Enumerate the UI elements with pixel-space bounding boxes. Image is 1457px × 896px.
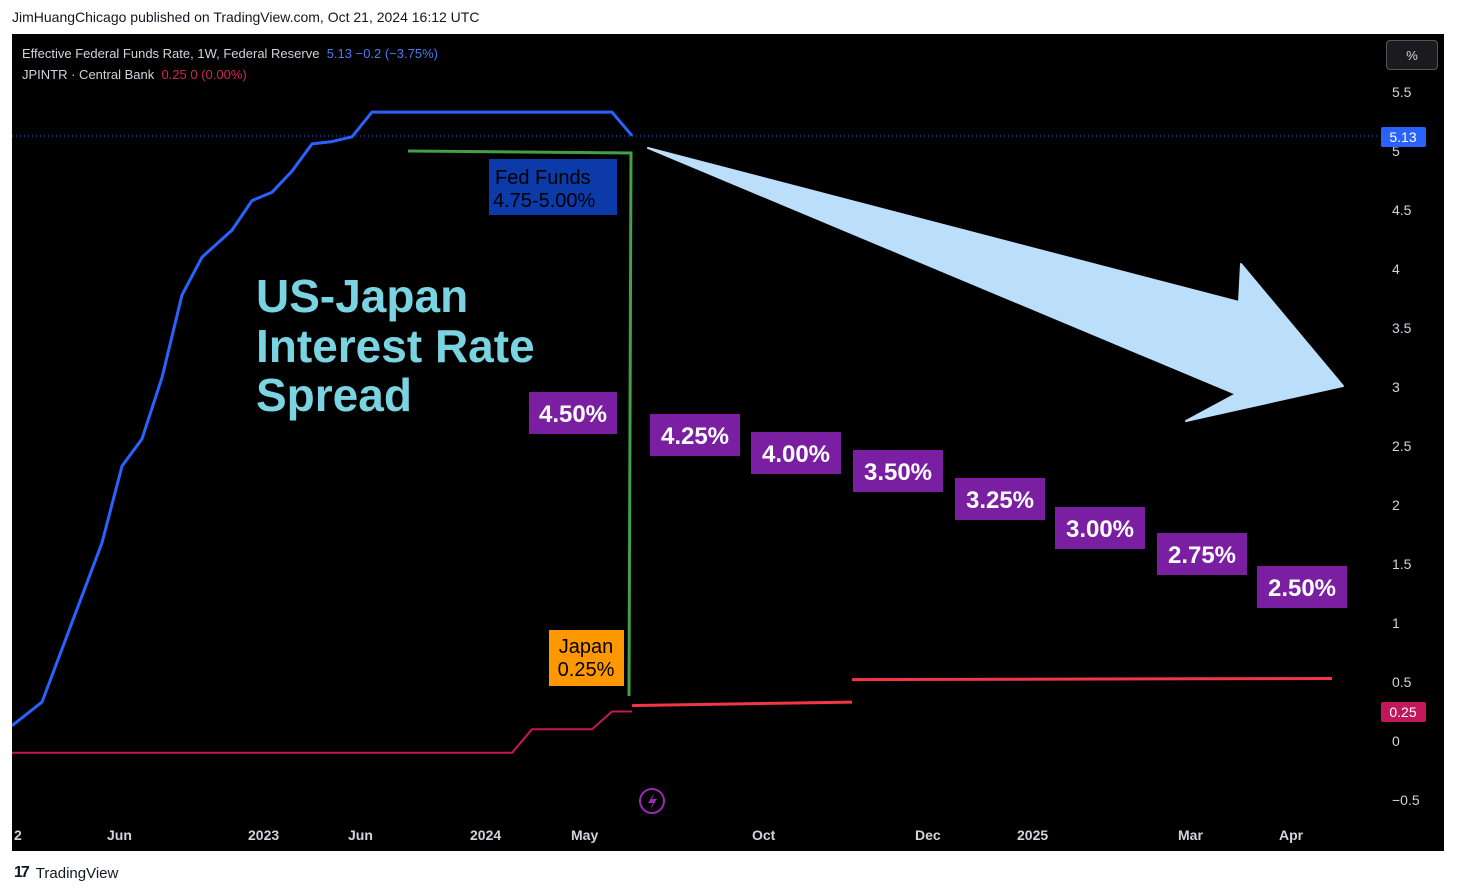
x-tick-label: 2 [14,827,22,843]
legend-fed[interactable]: Effective Federal Funds Rate, 1W, Federa… [22,46,438,61]
y-tick-label: −0.5 [1392,792,1420,808]
spread-label-5-bg [1055,507,1145,549]
y-tick-label: 2.5 [1392,438,1412,454]
spread-label-6-bg [1157,533,1247,575]
spread-label-7: 2.50% [1268,575,1336,602]
spread-bracket [407,149,633,697]
spread-label-1: 4.25% [661,423,729,450]
japan-box: Japan 0.25% [549,630,624,686]
legend-fed-name: Effective Federal Funds Rate, 1W, Federa… [22,46,320,61]
x-tick-label: 2025 [1017,827,1048,843]
y-tick-label: 4 [1392,261,1400,277]
spread-label-main-bg [529,392,617,434]
x-tick-label: Dec [915,827,941,843]
fed-box-line-1: Fed Funds [495,167,591,189]
y-tick-label: 0 [1392,733,1400,749]
title-line-1: US-Japan [256,270,468,322]
fed-price-tag: 5.13 [1381,127,1426,147]
title-line-3: Spread [256,369,412,421]
spread-label-3-bg [853,450,943,492]
spread-label-4: 3.25% [966,487,1034,514]
spread-label-1-bg [650,414,740,456]
tradingview-logo-icon: 17 [14,864,30,881]
lightning-icon[interactable] [639,788,665,814]
spread-label-2: 4.00% [762,441,830,468]
attribution-text: JimHuangChicago published on TradingView… [12,9,480,25]
fed-funds-box: Fed Funds 4.75-5.00% [489,159,617,215]
japan-box-line-2: 0.25% [558,659,615,681]
footer: 17 TradingView [14,864,118,882]
x-tick-label: 2023 [248,827,279,843]
spread-label-main: 4.50% [539,401,607,428]
y-tick-label: 3.5 [1392,320,1412,336]
y-tick-label: 2 [1392,497,1400,513]
down-arrow-icon [647,147,1344,422]
x-tick-label: May [571,827,598,843]
fed-box-line-2: 4.75-5.00% [493,190,596,212]
series-line-2 [12,710,632,754]
x-tick-label: Jun [348,827,373,843]
series-line-4 [851,677,1333,682]
x-tick-label: 2024 [470,827,501,843]
spread-label-7-bg [1257,566,1347,608]
x-tick-label: Oct [752,827,776,843]
title-line-2: Interest Rate [256,320,535,372]
spread-label-6: 2.75% [1168,542,1236,569]
japan-price-tag: 0.25 [1381,702,1426,722]
spread-label-3: 3.50% [864,459,932,486]
japan-box-line-1: Japan [559,636,614,658]
footer-brand: TradingView [35,864,119,882]
legend-japan[interactable]: JPINTR · Central Bank 0.25 0 (0.00%) [22,67,247,82]
y-tick-label: 4.5 [1392,202,1412,218]
series-line-1 [12,110,634,727]
y-tick-label: 1.5 [1392,556,1412,572]
y-tick-label: 5.5 [1392,84,1412,100]
spread-label-4-bg [955,478,1045,520]
y-tick-label: 0.5 [1392,674,1412,690]
spread-label-2-bg [751,432,841,474]
x-tick-label: Mar [1178,827,1203,843]
y-tick-label: 3 [1392,379,1400,395]
x-tick-label: Apr [1279,827,1304,843]
chart-svg: US-Japan Interest Rate Spread Fed Funds … [12,84,1426,843]
x-tick-label: Jun [107,827,132,843]
japan-price-value: 0.25 [1389,704,1416,720]
chart-area[interactable]: Effective Federal Funds Rate, 1W, Federa… [12,34,1444,851]
y-tick-label: 1 [1392,615,1400,631]
legend-japan-name: JPINTR · Central Bank [22,67,155,82]
fed-price-value: 5.13 [1389,129,1416,145]
spread-label-5: 3.00% [1066,516,1134,543]
legend-fed-values: 5.13 −0.2 (−3.75%) [326,46,438,61]
title-text: US-Japan Interest Rate Spread [256,270,535,421]
percent-scale-button[interactable]: % [1386,40,1438,70]
series-line-3 [631,700,853,708]
legend-japan-values: 0.25 0 (0.00%) [161,67,247,82]
y-tick-label: 5 [1392,143,1400,159]
